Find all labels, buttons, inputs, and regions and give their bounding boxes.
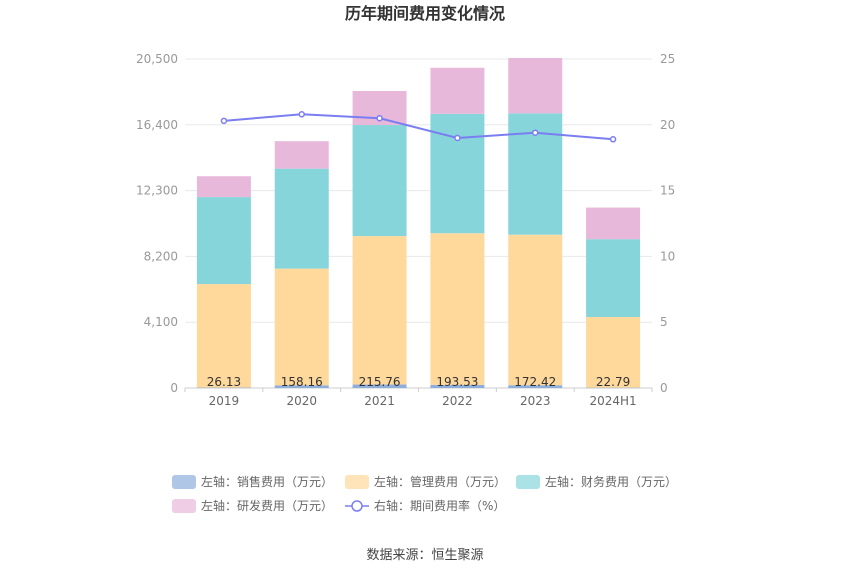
- rate-point[interactable]: [609, 136, 617, 143]
- y-right-tick-label: 15: [660, 184, 675, 198]
- bar-segment-0[interactable]: [586, 387, 641, 389]
- bar-segment-1[interactable]: [352, 236, 407, 385]
- chart-title: 历年期间费用变化情况: [345, 4, 505, 23]
- x-tick-label: 2020: [286, 394, 317, 408]
- legend-swatch-icon: [345, 475, 369, 489]
- bar-segment-2[interactable]: [274, 168, 329, 269]
- bar-segment-1[interactable]: [196, 284, 251, 388]
- bar-segment-2[interactable]: [586, 239, 641, 318]
- bar-segment-1[interactable]: [586, 317, 641, 388]
- legend-item[interactable]: 左轴：研发费用（万元）: [172, 498, 333, 513]
- bar-segment-0[interactable]: [196, 387, 251, 389]
- y-right-tick-label: 0: [660, 381, 668, 395]
- x-tick-label: 2021: [364, 394, 395, 408]
- bar-segment-0[interactable]: [508, 385, 563, 388]
- rate-point[interactable]: [454, 134, 461, 142]
- y-right-tick-label: 25: [660, 52, 675, 66]
- legend-label: 左轴：管理费用（万元）: [374, 474, 506, 489]
- data-label: 215.76: [359, 375, 401, 389]
- legend-swatch-icon: [172, 499, 196, 513]
- legend[interactable]: 左轴：销售费用（万元） 左轴：管理费用（万元） 左轴：财务费用（万元） 左轴：研发费用…: [172, 474, 677, 513]
- legend-label: 左轴：研发费用（万元）: [201, 498, 333, 513]
- data-label: 172.42: [514, 375, 556, 389]
- data-label: 22.79: [596, 375, 630, 389]
- data-label: 193.53: [436, 375, 478, 389]
- legend-label: 左轴：销售费用（万元）: [201, 474, 333, 489]
- bar-segment-0[interactable]: [352, 384, 407, 388]
- legend-marker-icon: [351, 500, 363, 512]
- legend-swatch-icon: [516, 475, 540, 489]
- bar-segment-0[interactable]: [274, 385, 329, 388]
- bar-segment-3[interactable]: [274, 141, 329, 169]
- y-right-tick-label: 10: [660, 249, 675, 263]
- legend-item[interactable]: 左轴：管理费用（万元）: [345, 474, 506, 489]
- y-left-tick-label: 16,400: [136, 118, 178, 132]
- rate-point[interactable]: [220, 117, 228, 125]
- x-tick-label: 2024H1: [589, 394, 636, 408]
- bar-segment-1[interactable]: [274, 268, 329, 386]
- y-left-tick-label: 8,200: [144, 249, 178, 263]
- bar-segment-1[interactable]: [508, 234, 563, 386]
- legend-label: 右轴：期间费用率（%）: [374, 498, 505, 513]
- rate-point[interactable]: [376, 114, 383, 122]
- y-left-tick-label: 12,300: [136, 184, 178, 198]
- data-label-layer: 26.13 158.16 215.76 193.53 172.42 22.79: [207, 375, 631, 389]
- y-right-tick-label: 20: [660, 118, 675, 132]
- data-label: 26.13: [207, 375, 241, 389]
- bar-segment-2[interactable]: [196, 197, 251, 285]
- bar-layer: [196, 57, 641, 389]
- bar-segment-0[interactable]: [430, 384, 485, 388]
- data-label: 158.16: [281, 375, 323, 389]
- bar-segment-2[interactable]: [430, 113, 485, 234]
- legend-item[interactable]: 右轴：期间费用率（%）: [345, 498, 505, 513]
- grid-layer: [185, 58, 652, 389]
- rate-point[interactable]: [532, 129, 539, 136]
- bar-segment-3[interactable]: [508, 57, 563, 114]
- bar-segment-2[interactable]: [352, 125, 407, 237]
- y-left-tick-label: 20,500: [136, 52, 178, 66]
- bar-segment-1[interactable]: [430, 233, 485, 385]
- legend-item[interactable]: 左轴：财务费用（万元）: [516, 474, 677, 489]
- y-right-tick-label: 5: [660, 315, 668, 329]
- source-note: 数据来源：恒生聚源: [366, 548, 483, 563]
- x-tick-label: 2019: [209, 394, 240, 408]
- legend-label: 左轴：财务费用（万元）: [545, 474, 677, 489]
- rate-point[interactable]: [298, 111, 305, 118]
- y-left-tick-label: 0: [170, 381, 178, 395]
- legend-item[interactable]: 左轴：销售费用（万元）: [172, 474, 333, 489]
- bar-segment-3[interactable]: [586, 207, 641, 240]
- bar-segment-3[interactable]: [196, 176, 251, 198]
- x-tick-label: 2023: [520, 394, 551, 408]
- axis-layer: 0 4,100 8,200 12,300 16,400 20,500 0 5 10 15 20 25 2…: [136, 52, 675, 408]
- rate-line: [223, 113, 614, 141]
- legend-swatch-icon: [172, 475, 196, 489]
- bar-segment-3[interactable]: [430, 67, 485, 114]
- x-tick-label: 2022: [442, 394, 473, 408]
- line-layer: [220, 111, 617, 143]
- y-left-tick-label: 4,100: [144, 315, 178, 329]
